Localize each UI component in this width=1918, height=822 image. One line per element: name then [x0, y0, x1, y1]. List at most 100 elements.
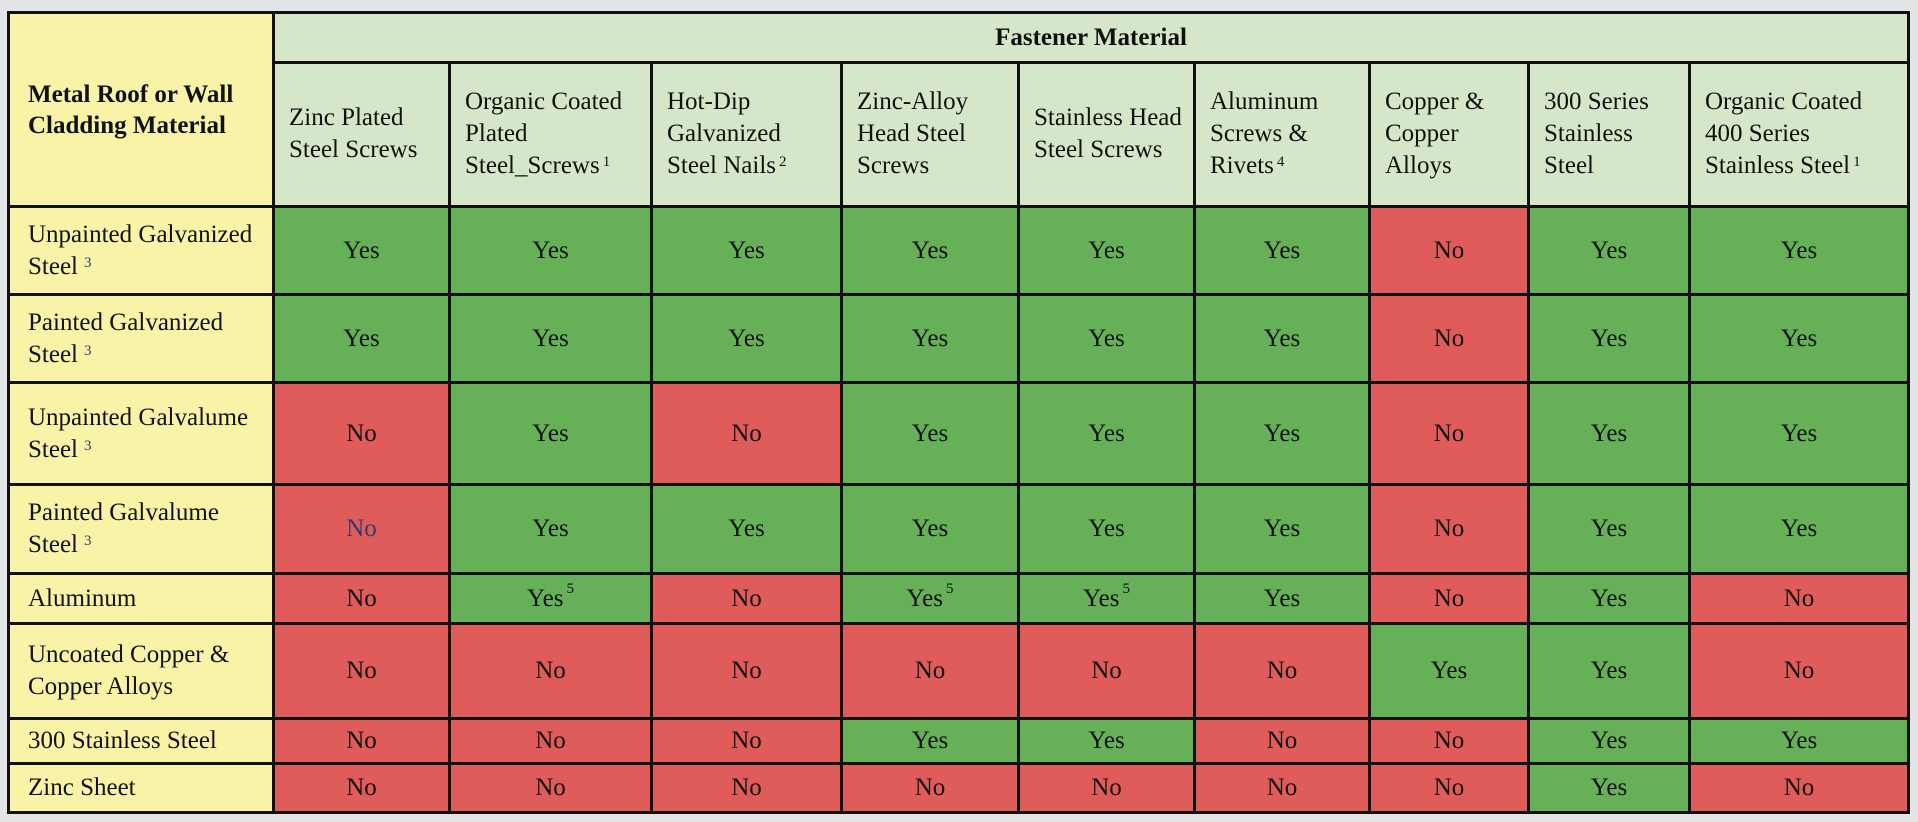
compatibility-cell: No [272, 483, 451, 575]
footnote-marker: 3 [84, 437, 92, 454]
compatibility-cell: Yes [1017, 381, 1196, 486]
compatibility-value: No [914, 657, 946, 684]
compatibility-cell: Yes [1193, 293, 1371, 384]
compatibility-cell: Yes [1687, 381, 1911, 486]
compatibility-cell: Yes [448, 381, 653, 486]
compatibility-value: Yes [532, 324, 569, 352]
table-row: Painted Galvanized Steel 3 Yes Yes Yes Yes Yes… [7, 293, 1911, 384]
row-header: 300 Stainless Steel [7, 717, 275, 765]
compatibility-value: Yes [532, 236, 569, 264]
table-row: Painted Galvalume Steel 3 No Yes Yes Yes Yes Ye… [7, 483, 1911, 575]
compatibility-cell: No [272, 622, 451, 720]
compatibility-cell: Yes [1193, 483, 1371, 575]
compatibility-cell: Yes [650, 483, 843, 575]
compatibility-value: No [1783, 657, 1815, 684]
compatibility-value: Yes [1263, 324, 1301, 352]
compatibility-value: Yes [1088, 727, 1125, 754]
compatibility-value: Yes [906, 584, 943, 612]
column-header: Organic Coated Plated Steel_Screws 1 [448, 61, 653, 208]
table-row: Unpainted Galvanized Steel 3 Yes Yes Yes Yes Y… [7, 205, 1911, 296]
compatibility-value: Yes [911, 419, 949, 447]
compatibility-value: No [1433, 727, 1465, 754]
compatibility-cell: No [448, 762, 653, 814]
compatibility-value: Yes [1590, 774, 1628, 801]
compatibility-value: No [1783, 584, 1815, 612]
table-row: Uncoated Copper & Copper Alloys No No No No N… [7, 622, 1911, 720]
compatibility-cell: Yes [1193, 572, 1371, 625]
column-header-label: Stainless Head Steel Screws [1034, 103, 1182, 163]
compatibility-value: No [535, 657, 566, 684]
compatibility-value: No [1433, 774, 1465, 801]
compatibility-cell: No [650, 622, 843, 720]
compatibility-value: No [346, 774, 377, 801]
row-header-label: Painted Galvalume Steel [28, 499, 219, 558]
fastener-compatibility-table: Metal Roof or Wall Cladding Material Fas… [7, 11, 1911, 814]
row-header: Aluminum [7, 572, 275, 625]
compatibility-value: No [1091, 774, 1122, 801]
row-header: Unpainted Galvalume Steel 3 [7, 381, 275, 486]
footnote-marker: 3 [84, 342, 92, 359]
footnote-marker: 3 [84, 254, 92, 271]
compatibility-cell: Yes 5 [840, 572, 1020, 625]
compatibility-cell: Yes [1527, 622, 1691, 720]
compatibility-value: Yes [1263, 515, 1301, 542]
column-header: Copper & Copper Alloys [1368, 61, 1530, 208]
fastener-material-header: Fastener Material [271, 11, 1911, 64]
compatibility-value: Yes [527, 584, 564, 612]
compatibility-value: No [731, 584, 762, 612]
row-header-label: Unpainted Galvanized Steel [28, 220, 253, 280]
compatibility-cell: Yes [840, 381, 1020, 486]
compatibility-cell: Yes [650, 293, 843, 384]
compatibility-cell: Yes [448, 293, 653, 384]
compatibility-value: No [1433, 515, 1465, 542]
column-header: Zinc Plated Steel Screws [272, 61, 451, 208]
compatibility-cell: Yes [1368, 622, 1530, 720]
compatibility-value: No [731, 657, 762, 684]
compatibility-cell: No [840, 622, 1020, 720]
table-row: 300 Stainless Steel No No No Yes Yes No No Yes Ye… [7, 717, 1911, 765]
compatibility-cell: Yes [1017, 293, 1196, 384]
compatibility-value: No [1433, 324, 1465, 352]
compatibility-cell: Yes [1527, 293, 1691, 384]
compatibility-value: No [1266, 657, 1298, 684]
footnote-marker: 2 [779, 153, 787, 170]
compatibility-value: No [346, 515, 377, 542]
compatibility-cell: No [1193, 717, 1371, 765]
compatibility-value: No [535, 727, 566, 754]
compatibility-value: No [1433, 419, 1465, 447]
footnote-marker: 1 [602, 153, 611, 170]
compatibility-value: No [1091, 657, 1122, 684]
compatibility-value: Yes [1780, 515, 1818, 542]
compatibility-cell: Yes 5 [1017, 572, 1196, 625]
compatibility-value: Yes [1430, 657, 1468, 684]
compatibility-value: No [346, 657, 377, 684]
table-row: Aluminum No Yes 5 No Yes 5 Yes 5 Yes No Yes No [7, 572, 1911, 625]
footnote-marker: 4 [1276, 153, 1285, 170]
row-header-label: Aluminum [28, 584, 137, 612]
compatibility-value: Yes [911, 515, 949, 542]
compatibility-cell: Yes [840, 717, 1020, 765]
compatibility-value: No [346, 727, 377, 754]
row-header: Uncoated Copper & Copper Alloys [7, 622, 275, 720]
compatibility-cell: No [1368, 381, 1530, 486]
column-header: Stainless Head Steel Screws [1017, 61, 1196, 208]
compatibility-cell: Yes [1527, 381, 1691, 486]
compatibility-value: Yes [911, 324, 949, 352]
compatibility-cell: Yes [1527, 205, 1691, 296]
compatibility-cell: No [650, 762, 843, 814]
compatibility-cell: No [650, 572, 843, 625]
compatibility-cell: Yes [1017, 483, 1196, 575]
compatibility-value: Yes [1590, 584, 1628, 612]
compatibility-cell: No [272, 762, 451, 814]
row-header: Unpainted Galvanized Steel 3 [7, 205, 275, 296]
corner-header: Metal Roof or Wall Cladding Material [7, 11, 275, 208]
column-header: Hot-Dip Galvanized Steel Nails 2 [650, 61, 843, 208]
row-header: Painted Galvalume Steel 3 [7, 483, 275, 575]
footnote-marker: 3 [84, 533, 92, 549]
compatibility-cell: No [1687, 572, 1911, 625]
compatibility-value: Yes [1780, 324, 1818, 352]
column-header: 300 Series Stainless Steel [1527, 61, 1691, 208]
column-header-label: Organic Coated Plated Steel_Screws [465, 87, 623, 179]
column-header-label: Aluminum Screws & Rivets [1210, 87, 1319, 179]
compatibility-cell: No [1193, 762, 1371, 814]
